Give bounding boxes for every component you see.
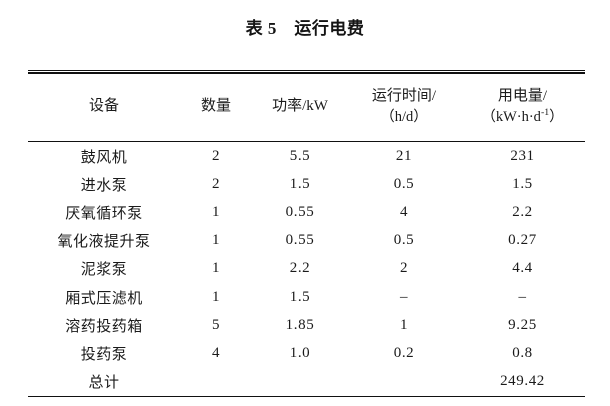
cell-runtime: 0.5 (393, 232, 415, 249)
table-row: 厌氧循环泵 1 0.55 4 2.2 (28, 198, 585, 226)
cell-power: 1.0 (289, 344, 311, 361)
page-title: 表 5 运行电费 (245, 19, 365, 38)
cell-runtime: – (399, 288, 409, 305)
column-header-energy: 用电量/ （kW·h·d-1） (460, 73, 585, 142)
column-header-device: 设备 (28, 73, 180, 142)
column-header-runtime: 运行时间/ （h/d） (348, 73, 460, 142)
table-header-row: 设备 数量 功率/kW 运行时间/ （h/d） 用电量/ （kW·h·d-1） (28, 73, 585, 142)
cell-total-label: 总计 (28, 367, 180, 397)
cell-energy: 0.8 (512, 344, 533, 361)
cell-device: 进水泵 (80, 177, 128, 194)
cell-device: 鼓风机 (80, 149, 128, 166)
cell-runtime: 0.5 (393, 175, 415, 192)
column-header-energy-unit: （kW·h·d-1） (460, 107, 585, 128)
cell-power: 2.2 (289, 260, 311, 277)
cell-power: 1.85 (285, 316, 315, 333)
cell-power: 1.5 (289, 175, 311, 192)
cell-energy: – (518, 288, 527, 305)
cell-device: 溶药投药箱 (65, 318, 143, 335)
cell-total-power (252, 367, 348, 397)
table-row: 进水泵 2 1.5 0.5 1.5 (28, 170, 585, 198)
cell-quantity: 1 (211, 203, 221, 220)
cell-quantity: 5 (211, 316, 221, 333)
column-header-runtime-unit: （h/d） (380, 109, 428, 126)
cell-energy: 1.5 (512, 175, 533, 192)
table-row: 氧化液提升泵 1 0.55 0.5 0.27 (28, 227, 585, 255)
cell-power: 0.55 (285, 203, 315, 220)
cell-device: 厢式压滤机 (65, 290, 143, 307)
cell-runtime: 21 (395, 147, 413, 164)
cell-device: 投药泵 (80, 346, 128, 363)
cell-runtime: 4 (399, 203, 409, 220)
table-body: 鼓风机 2 5.5 21 231 进水泵 2 1.5 0.5 1.5 厌氧循环泵… (28, 142, 585, 397)
column-header-quantity-label: 数量 (200, 98, 231, 115)
cell-quantity: 1 (211, 232, 221, 249)
cell-quantity: 1 (211, 288, 221, 305)
table-row: 厢式压滤机 1 1.5 – – (28, 283, 585, 311)
table-header: 设备 数量 功率/kW 运行时间/ （h/d） 用电量/ （kW·h·d-1） (28, 73, 585, 142)
table-row: 泥浆泵 1 2.2 2 4.4 (28, 255, 585, 283)
cell-runtime: 0.2 (393, 344, 415, 361)
cell-device: 厌氧循环泵 (65, 205, 143, 222)
column-header-energy-unit-main: （kW·h·d (481, 109, 541, 126)
column-header-device-label: 设备 (88, 98, 119, 115)
operating-electricity-cost-table: 设备 数量 功率/kW 运行时间/ （h/d） 用电量/ （kW·h·d-1） (28, 73, 585, 397)
table-total-row: 总计 249.42 (28, 367, 585, 397)
cell-total-runtime (348, 367, 460, 397)
cell-quantity: 1 (211, 260, 221, 277)
column-header-energy-unit-exponent: -1 (540, 107, 550, 119)
cell-power: 0.55 (285, 232, 315, 249)
cell-energy: 9.25 (508, 316, 537, 333)
cell-power: 1.5 (289, 288, 311, 305)
cell-device: 泥浆泵 (80, 262, 128, 279)
column-header-power-label: 功率/kW (272, 98, 328, 115)
cell-runtime: 2 (399, 260, 409, 277)
cell-total-energy: 249.42 (460, 367, 585, 397)
cell-quantity: 4 (211, 344, 221, 361)
cell-total-quantity (180, 367, 252, 397)
table-row: 投药泵 4 1.0 0.2 0.8 (28, 339, 585, 367)
column-header-energy-unit-tail: ） (549, 109, 564, 126)
table-row: 溶药投药箱 5 1.85 1 9.25 (28, 311, 585, 339)
cell-energy: 4.4 (512, 260, 533, 277)
cell-runtime: 1 (399, 316, 409, 333)
column-header-quantity: 数量 (180, 73, 252, 142)
cell-energy: 2.2 (512, 203, 533, 220)
cell-power: 5.5 (289, 147, 311, 164)
cell-quantity: 2 (211, 175, 221, 192)
table-row: 鼓风机 2 5.5 21 231 (28, 142, 585, 171)
cell-energy: 0.27 (508, 232, 537, 249)
cell-device: 氧化液提升泵 (57, 234, 151, 251)
column-header-runtime-label: 运行时间/ (371, 87, 437, 104)
table-container: 设备 数量 功率/kW 运行时间/ （h/d） 用电量/ （kW·h·d-1） (28, 70, 585, 397)
column-header-energy-label: 用电量/ (497, 87, 548, 104)
cell-energy: 231 (510, 147, 535, 164)
cell-quantity: 2 (211, 147, 221, 164)
column-header-power: 功率/kW (252, 73, 348, 142)
